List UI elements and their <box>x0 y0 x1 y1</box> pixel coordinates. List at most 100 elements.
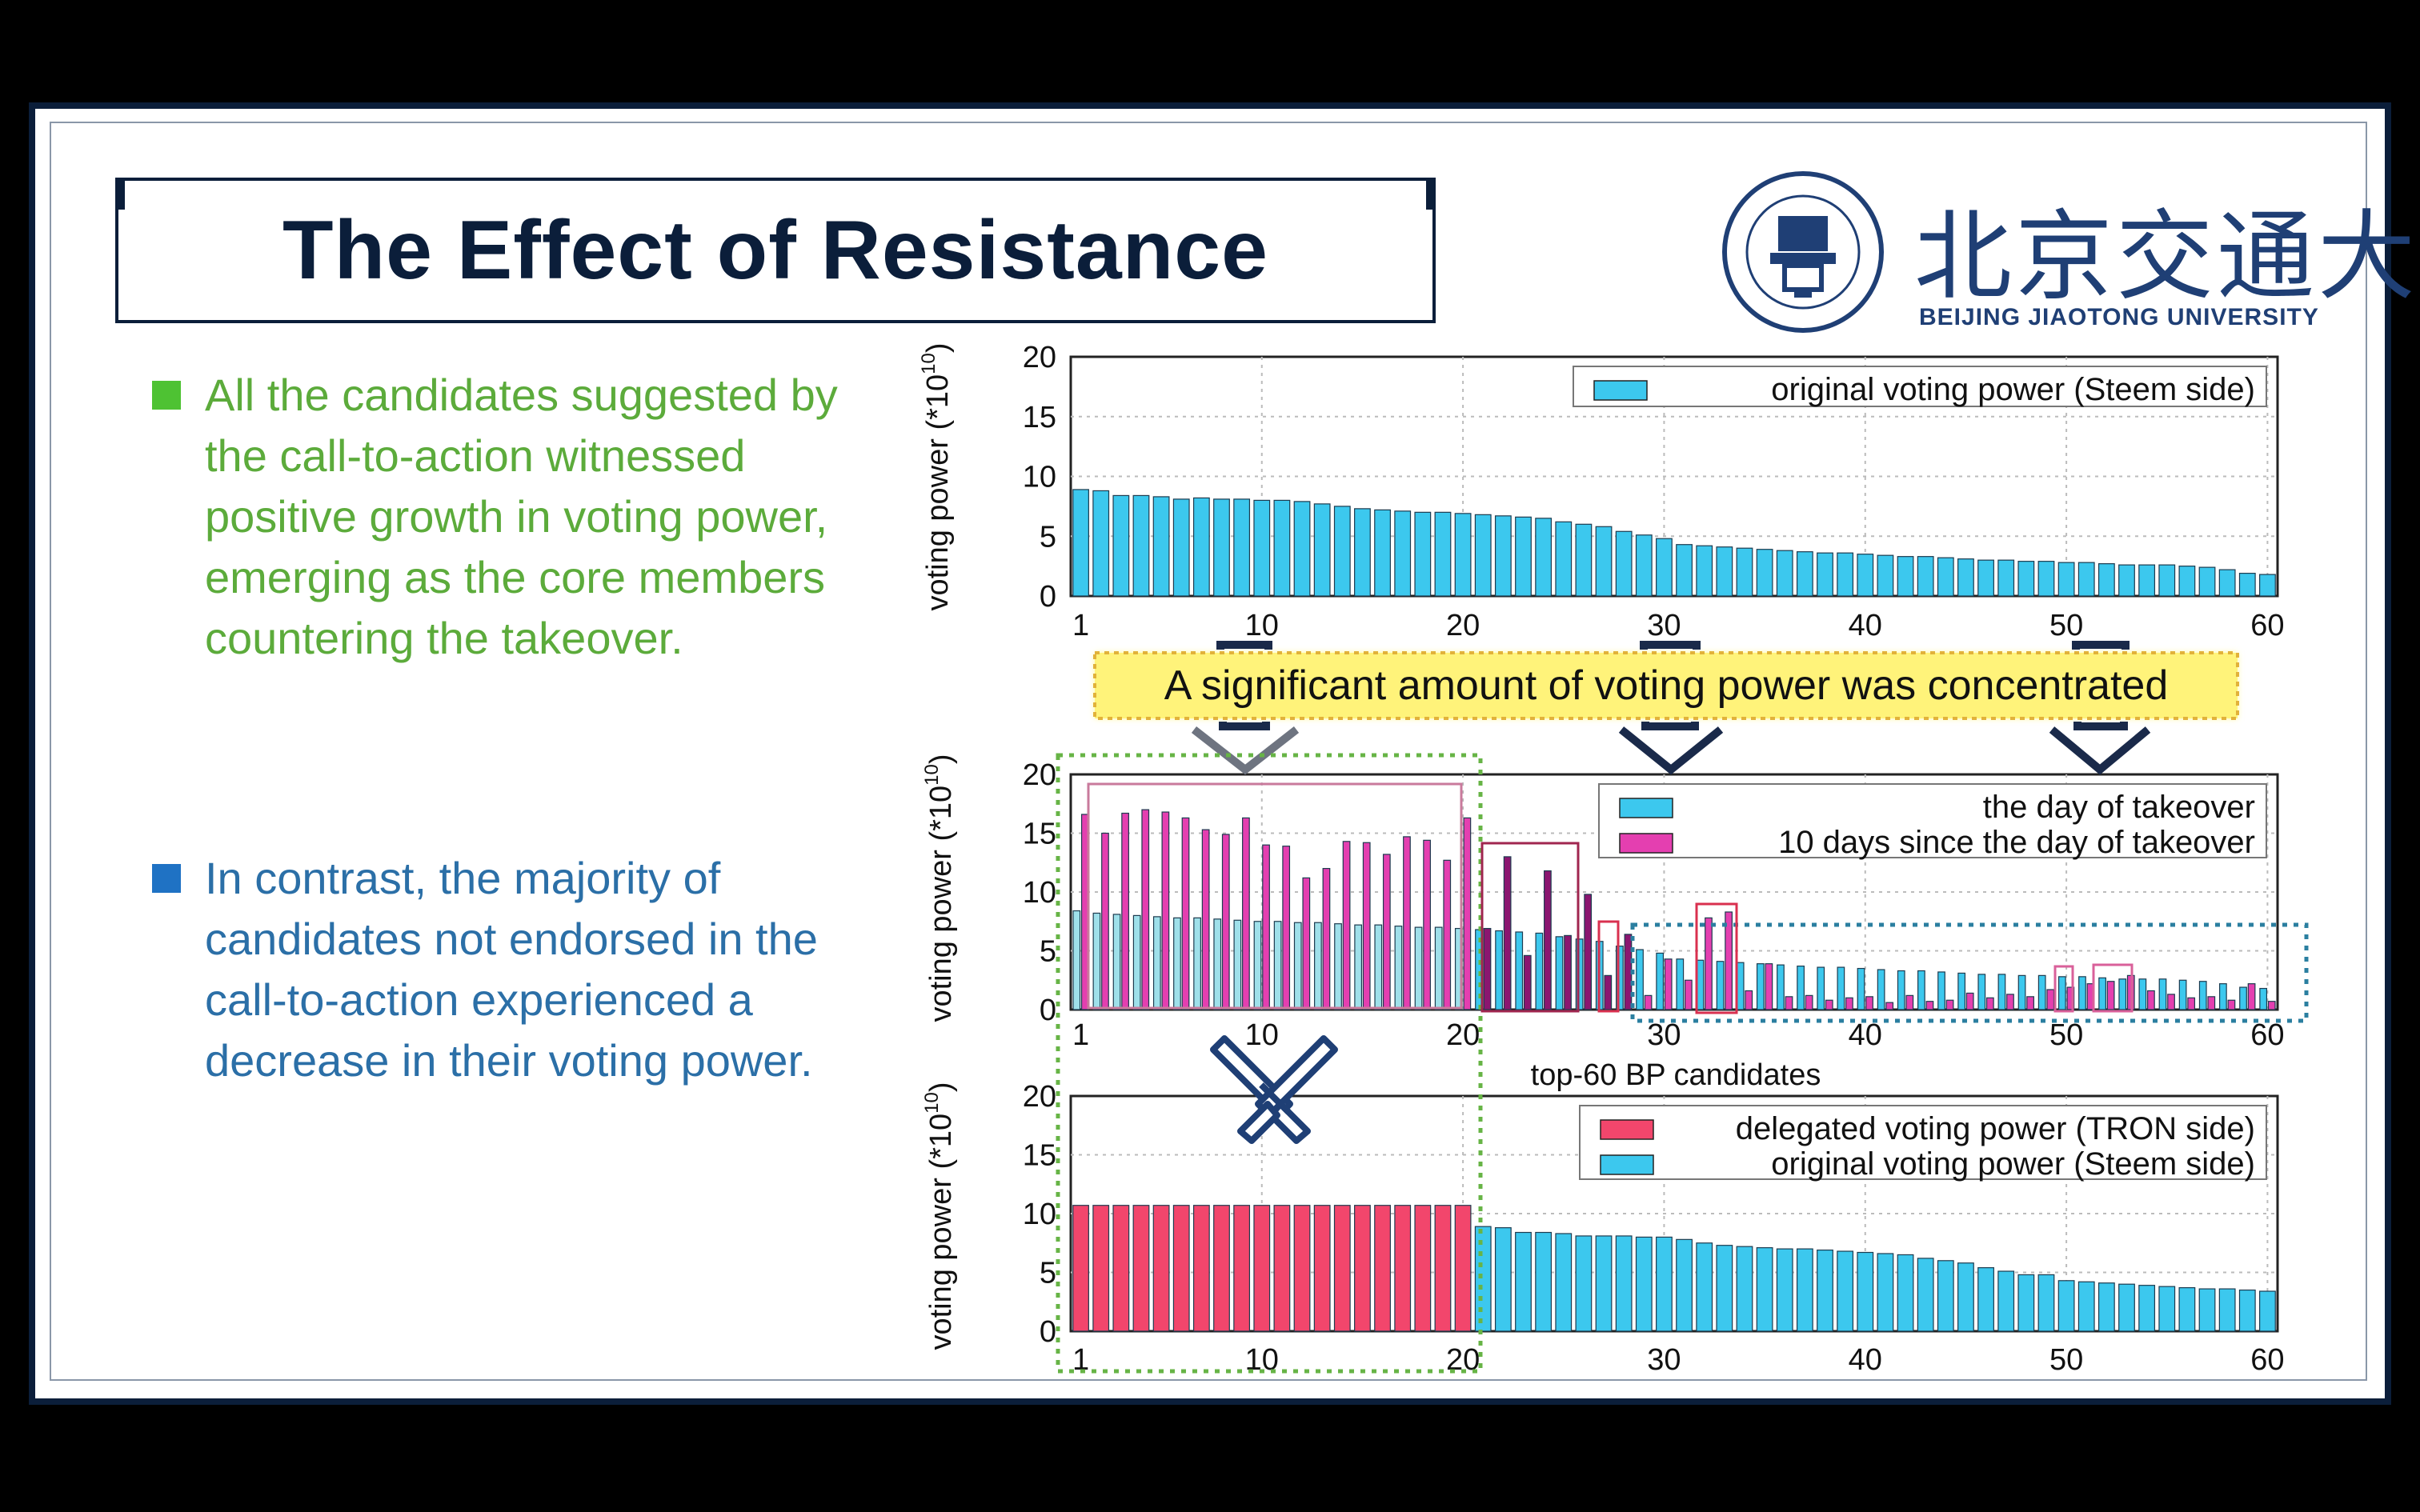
bar <box>2118 564 2135 597</box>
bar <box>1193 917 1201 1010</box>
bar <box>1313 503 1331 597</box>
bar <box>2097 563 2115 597</box>
bar <box>1917 970 1925 1010</box>
bar <box>1242 817 1250 1010</box>
bar <box>1636 949 1644 1010</box>
bar <box>1696 1242 1713 1332</box>
bar <box>1616 946 1624 1010</box>
bar <box>1233 1205 1251 1332</box>
bar <box>1072 910 1081 1010</box>
x-tick-label: 60 <box>2250 609 2284 642</box>
bar <box>2077 1281 2095 1332</box>
bar <box>1273 921 1282 1010</box>
x-tick-label: 20 <box>1446 1018 1480 1052</box>
bar <box>1221 834 1230 1010</box>
bar <box>1463 817 1472 1010</box>
bar <box>1434 926 1443 1010</box>
bar <box>1072 1205 1089 1332</box>
bar <box>1101 832 1109 1010</box>
bar <box>1132 914 1141 1010</box>
bar <box>1132 494 1150 597</box>
bar <box>1181 817 1190 1010</box>
bar <box>2259 574 2276 597</box>
bar <box>1797 966 1805 1010</box>
bar <box>1403 836 1411 1010</box>
bar <box>1805 994 1813 1010</box>
bar <box>2238 1289 2256 1332</box>
bar <box>2017 1274 2035 1332</box>
x-tick-label: 10 <box>1245 609 1279 642</box>
bar <box>1302 877 1311 1010</box>
y-axis-label: voting power (*1010) <box>921 1082 958 1350</box>
bar <box>1957 1262 1974 1332</box>
bar <box>1273 1205 1291 1332</box>
legend-swatch <box>1593 380 1648 401</box>
bar <box>1253 921 1262 1010</box>
bar <box>1615 530 1633 597</box>
legend-box <box>1598 783 2267 858</box>
bar <box>1515 516 1532 597</box>
bar <box>2037 1274 2055 1332</box>
page-title: The Effect of Resistance <box>282 204 1268 297</box>
bar <box>1635 1236 1653 1332</box>
bar <box>2218 1288 2236 1332</box>
bar <box>2037 561 2055 597</box>
bar <box>1414 511 1432 597</box>
bar <box>1434 1205 1452 1332</box>
bracket-arrows <box>1191 641 2151 775</box>
bar <box>1957 972 1966 1010</box>
bullet-not-endorsed: In contrast, the majority of candidates … <box>152 848 893 1091</box>
title-box: The Effect of Resistance <box>115 178 1436 323</box>
bullet-text: In contrast, the majority of candidates … <box>205 853 818 1086</box>
bar <box>2006 994 2014 1010</box>
y-tick-label: 5 <box>1040 935 1056 969</box>
bar <box>1322 867 1331 1010</box>
y-axis-label-close: ) <box>921 342 955 353</box>
bar <box>2178 979 2187 1010</box>
bullet-endorsed: All the candidates suggested by the call… <box>152 365 893 669</box>
legend-box <box>1579 1105 2267 1180</box>
bar <box>1765 963 1773 1010</box>
bar <box>1877 1253 1894 1332</box>
bar <box>2057 1280 2075 1332</box>
bar <box>1997 974 2006 1010</box>
y-axis-label-close: ) <box>924 754 958 764</box>
bar <box>1756 963 1765 1010</box>
bar <box>1725 911 1733 1010</box>
bar <box>1394 926 1403 1010</box>
bar <box>1112 494 1130 597</box>
bar <box>1152 916 1161 1010</box>
bar <box>1756 1247 1773 1332</box>
bar <box>2158 978 2167 1010</box>
bar <box>1736 962 1745 1010</box>
y-tick-label: 0 <box>1040 1315 1056 1349</box>
bar <box>2187 997 2196 1010</box>
y-tick-label: 5 <box>1040 520 1056 554</box>
bar <box>2267 1001 2276 1010</box>
y-axis-label-exponent: 10 <box>921 764 943 786</box>
bar <box>2218 569 2236 597</box>
bar <box>1374 509 1391 597</box>
x-tick-label: 40 <box>1849 1343 1882 1377</box>
bar <box>2026 996 2034 1010</box>
x-tick-label: 40 <box>1849 609 1882 642</box>
bar <box>1776 550 1793 597</box>
bar <box>2259 1290 2276 1332</box>
bar <box>2198 981 2207 1010</box>
bar <box>1857 967 1865 1010</box>
bar <box>1817 552 1833 597</box>
crossed-swords-icon <box>1210 1035 1338 1144</box>
bar <box>1716 546 1733 597</box>
bar <box>1434 511 1452 597</box>
university-name-en: BEIJING JIAOTONG UNIVERSITY <box>1919 304 2319 330</box>
y-tick-label: 15 <box>1023 401 1056 434</box>
bar <box>1172 1205 1190 1332</box>
bar <box>1262 844 1270 1010</box>
bar <box>2098 977 2106 1010</box>
bar <box>1997 559 2015 597</box>
bar <box>1213 918 1222 1010</box>
bar <box>1945 999 1954 1010</box>
y-tick-label: 15 <box>1023 818 1056 851</box>
bar <box>1635 534 1653 597</box>
bar <box>1897 1254 1914 1332</box>
